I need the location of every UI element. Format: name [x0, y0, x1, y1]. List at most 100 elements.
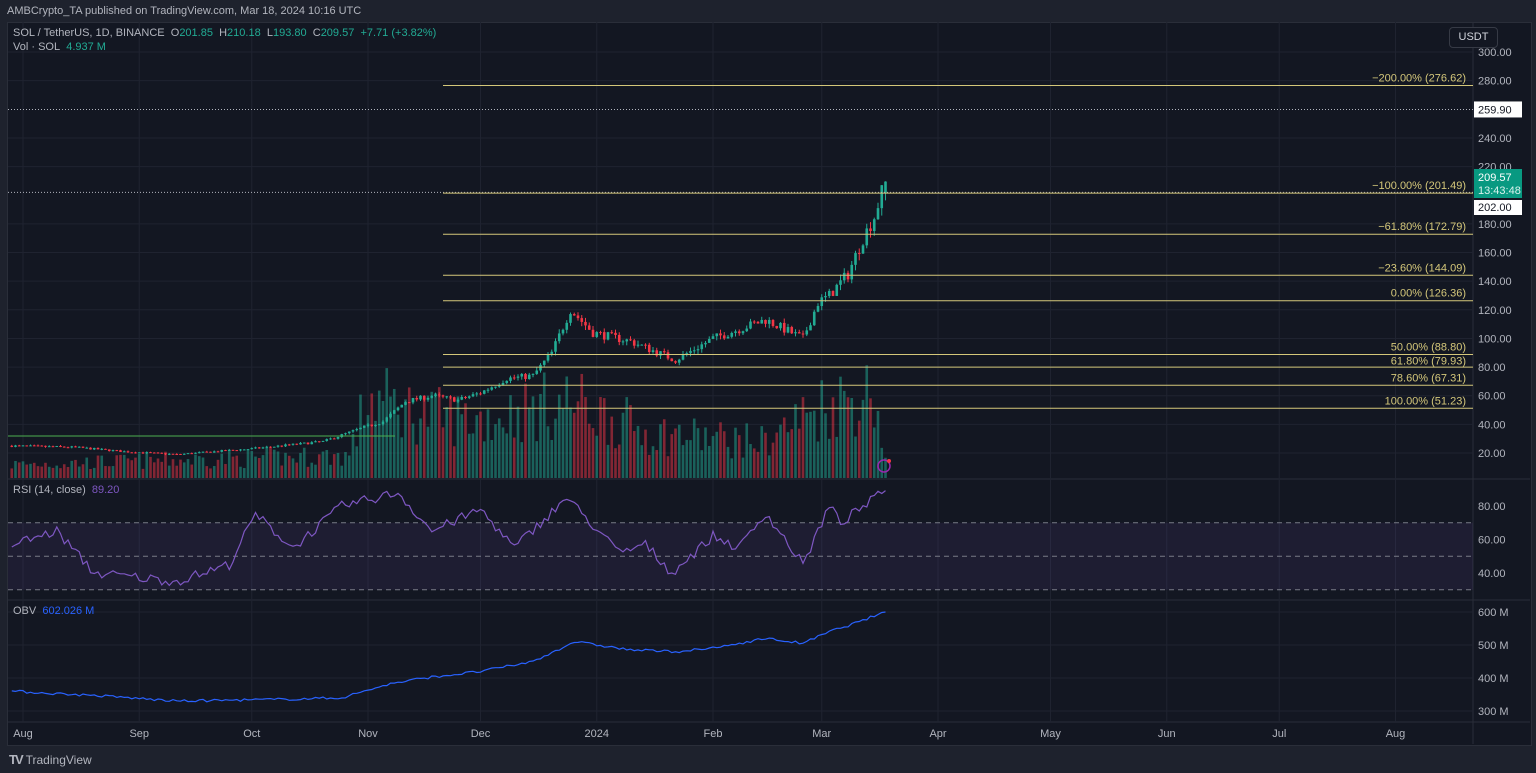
volume-bar [422, 399, 426, 478]
volume-bar [764, 432, 767, 478]
candle-body [647, 344, 651, 353]
volume-bar [827, 438, 831, 478]
volume-bar [257, 458, 261, 478]
candle-body [839, 280, 842, 285]
obv-tick-label: 400 M [1478, 673, 1509, 685]
volume-bar [460, 414, 464, 478]
candle-body [55, 445, 59, 447]
volume-bar [557, 394, 561, 478]
volume-bar [546, 426, 550, 478]
candle-body [85, 447, 89, 449]
candle-body [775, 325, 779, 329]
candle-body [152, 452, 156, 454]
volume-bar [366, 415, 370, 478]
volume-bar [332, 454, 336, 478]
candle-body [272, 446, 276, 448]
volume-bar [479, 411, 482, 478]
volume-bar [134, 457, 137, 478]
price-tick-label: 100.00 [1478, 333, 1512, 345]
symbol-legend[interactable]: SOL / TetherUS, 1D, BINANCE O201.85 H210… [13, 27, 436, 39]
candle-body [467, 396, 471, 398]
candle-body [850, 264, 854, 280]
candle-body [475, 393, 479, 395]
candle-body [212, 451, 216, 453]
candle-body [692, 350, 696, 352]
rsi-line [11, 490, 886, 587]
candle-body [370, 424, 374, 426]
volume-bar [74, 459, 77, 478]
volume-bar [482, 441, 486, 478]
candle-body [227, 449, 231, 451]
candle-body [869, 228, 872, 232]
volume-bar [186, 459, 190, 478]
volume-bar [246, 449, 250, 478]
open-value: 201.85 [179, 27, 213, 39]
volume-bar [92, 467, 96, 478]
candle-body [827, 290, 831, 297]
candle-body [389, 413, 392, 418]
candle-body [70, 446, 74, 448]
candle-body [325, 439, 329, 441]
volume-bar [445, 407, 449, 478]
volume-bar [464, 403, 467, 478]
candle-body [734, 331, 737, 333]
volume-bar [632, 431, 636, 478]
volume-bar [59, 468, 62, 478]
x-tick-label: Oct [243, 728, 260, 740]
volume-legend[interactable]: Vol · SOL 4.937 M [13, 41, 106, 53]
volume-bar [10, 468, 14, 478]
candle-body [134, 452, 137, 454]
tradingview-brand[interactable]: TV TradingView [9, 752, 92, 767]
candle-body [490, 387, 494, 390]
candle-body [756, 321, 760, 324]
candle-body [471, 394, 475, 397]
fib-level-label: −61.80% (172.79) [1378, 221, 1466, 233]
candle-body [730, 332, 734, 337]
price-tick-label: 300.00 [1478, 47, 1512, 59]
volume-bar [467, 433, 471, 478]
candle-body [254, 447, 257, 449]
volume-bar [306, 466, 310, 478]
price-tick-label: 280.00 [1478, 76, 1512, 88]
candle-body [704, 342, 707, 345]
alert-icon[interactable] [877, 459, 891, 473]
volume-bar [824, 413, 827, 478]
volume-bar [314, 464, 317, 478]
volume-bar [497, 418, 501, 478]
volume-bar [231, 456, 235, 478]
rsi-legend[interactable]: RSI (14, close) 89.20 [13, 484, 119, 496]
candle-body [280, 445, 284, 447]
candle-body [505, 380, 509, 384]
volume-bar [269, 447, 272, 478]
candle-body [722, 335, 726, 339]
candle-body [96, 447, 100, 450]
volume-bar [730, 458, 734, 478]
chart-frame[interactable] [7, 22, 1532, 746]
candle-body [719, 333, 722, 336]
volume-label: Vol · SOL [13, 41, 61, 53]
candle-body [546, 354, 550, 361]
volume-bar [351, 433, 355, 478]
volume-bar [276, 451, 280, 478]
volume-bar [130, 460, 134, 478]
candle-body [74, 446, 77, 448]
candle-body [872, 219, 876, 232]
volume-bar [14, 460, 17, 478]
volume-bar [554, 418, 557, 478]
candle-body [160, 452, 164, 454]
candle-body [201, 451, 205, 453]
volume-bar [572, 412, 576, 478]
candle-body [66, 447, 70, 449]
volume-bar [329, 464, 332, 478]
currency-button[interactable]: USDT [1449, 27, 1498, 48]
candle-body [767, 319, 771, 324]
x-tick-label: May [1040, 728, 1061, 740]
volume-bar [224, 463, 227, 478]
obv-legend[interactable]: OBV 602.026 M [13, 605, 94, 617]
volume-bar [171, 459, 175, 478]
candle-body [527, 374, 531, 379]
candle-body [554, 341, 557, 352]
volume-bar [767, 455, 771, 478]
volume-bar [839, 376, 842, 478]
